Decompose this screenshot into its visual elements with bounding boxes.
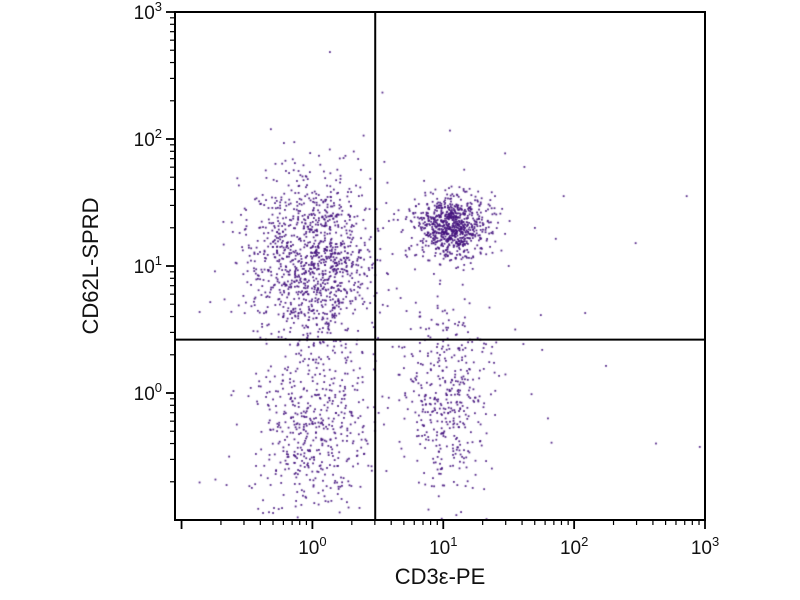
- x-tick-label: 101: [429, 534, 457, 559]
- x-axis-label: CD3ε-PE: [395, 564, 486, 589]
- y-axis-label: CD62L-SPRD: [78, 198, 103, 335]
- axis-ticks: [166, 11, 706, 529]
- x-tick-label: 100: [298, 534, 326, 559]
- y-tick-label: 101: [134, 253, 162, 278]
- y-tick-label: 103: [134, 0, 162, 24]
- y-tick-label: 100: [134, 380, 162, 405]
- y-tick-label: 102: [134, 126, 162, 151]
- x-tick-label: 103: [691, 534, 719, 559]
- plot-border: [174, 11, 706, 521]
- x-tick-label: 102: [560, 534, 588, 559]
- axis-tick-labels: 100 101 102 103 100 101 102 103: [134, 0, 720, 559]
